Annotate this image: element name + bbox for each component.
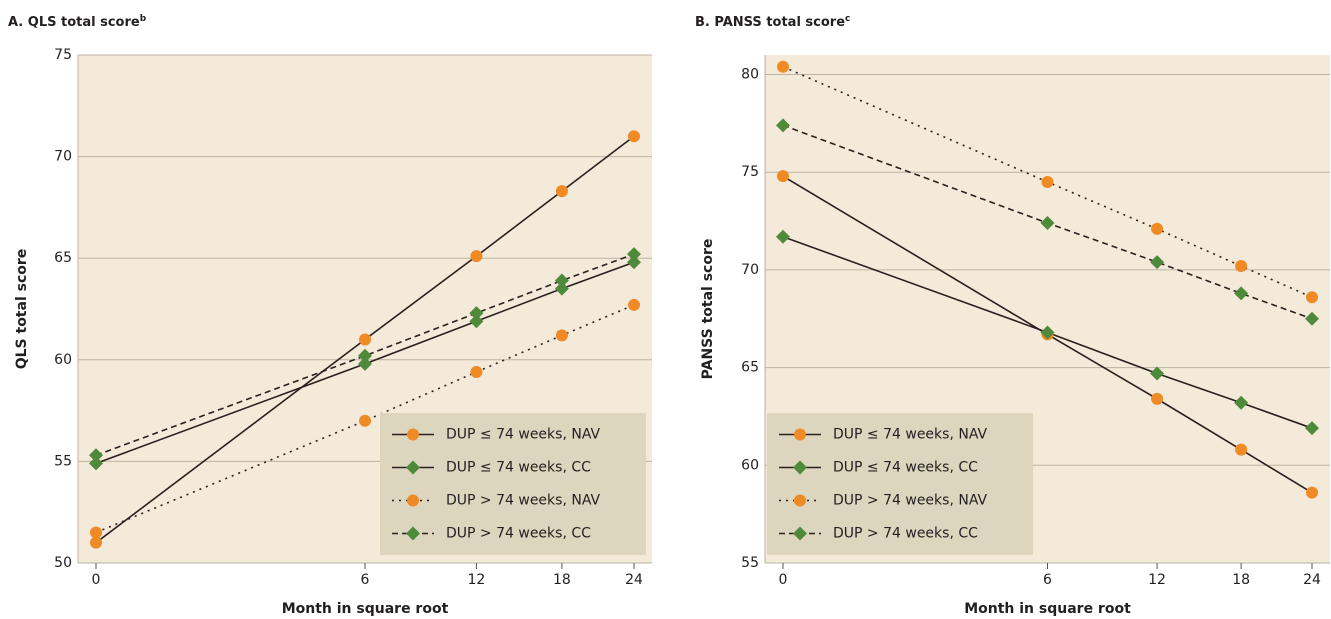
- marker: [1041, 176, 1054, 188]
- marker: [794, 428, 806, 441]
- marker: [407, 428, 419, 441]
- panel-title: A. QLS total scoreb: [8, 14, 147, 30]
- y-tick-label: 70: [54, 149, 72, 165]
- legend-label: DUP ≤ 74 weeks, NAV: [833, 427, 987, 443]
- legend-label: DUP > 74 weeks, NAV: [446, 493, 600, 509]
- legend-label: DUP > 74 weeks, NAV: [833, 493, 987, 509]
- y-tick-label: 65: [741, 360, 759, 376]
- x-tick-label: 6: [1043, 572, 1052, 588]
- legend: DUP ≤ 74 weeks, NAV DUP ≤ 74 weeks, CC DUP…: [380, 413, 646, 555]
- marker: [1235, 443, 1248, 456]
- marker: [359, 414, 371, 427]
- y-axis-label: PANSS total score: [700, 239, 716, 380]
- marker: [1306, 291, 1318, 304]
- marker: [90, 536, 102, 549]
- marker: [1151, 222, 1164, 235]
- marker: [1235, 260, 1248, 273]
- marker: [776, 118, 790, 133]
- marker: [89, 448, 103, 463]
- marker: [776, 229, 790, 244]
- marker: [359, 333, 371, 346]
- y-tick-label: 60: [741, 457, 759, 473]
- x-axis-label: Month in square root: [282, 601, 449, 617]
- marker: [554, 273, 569, 288]
- marker: [1150, 366, 1165, 381]
- marker: [1305, 311, 1319, 326]
- marker: [628, 298, 640, 311]
- marker: [793, 526, 807, 541]
- y-tick-label: 70: [741, 262, 759, 278]
- legend-label: DUP ≤ 74 weeks, CC: [833, 460, 978, 476]
- marker: [793, 460, 807, 475]
- marker: [469, 314, 484, 329]
- marker: [407, 494, 419, 507]
- marker: [358, 348, 372, 363]
- y-tick-label: 65: [54, 250, 72, 266]
- x-tick-label: 0: [92, 572, 101, 588]
- legend-label: DUP > 74 weeks, CC: [446, 526, 591, 542]
- y-tick-label: 55: [54, 453, 72, 469]
- y-tick-label: 75: [741, 164, 759, 180]
- legend-label: DUP > 74 weeks, CC: [833, 526, 978, 542]
- marker: [470, 365, 483, 378]
- x-tick-label: 6: [361, 572, 370, 588]
- marker: [555, 329, 568, 342]
- y-tick-label: 60: [54, 352, 72, 368]
- y-axis-label: QLS total score: [14, 249, 30, 370]
- marker: [89, 456, 103, 471]
- x-tick-label: 18: [1232, 572, 1250, 588]
- legend-label: DUP ≤ 74 weeks, NAV: [446, 427, 600, 443]
- marker: [1150, 255, 1165, 270]
- x-tick-label: 12: [1148, 572, 1166, 588]
- marker: [1305, 421, 1319, 436]
- panel: A. QLS total scoreb 50 55 60 65 70 75 0 6 12 18 24 M…: [8, 14, 652, 617]
- legend: DUP ≤ 74 weeks, NAV DUP ≤ 74 weeks, CC DUP…: [767, 413, 1033, 555]
- marker: [628, 130, 640, 143]
- series-line: [782, 124, 1313, 320]
- marker: [554, 281, 569, 296]
- legend-box: [767, 413, 1033, 555]
- marker: [1040, 216, 1055, 231]
- marker: [777, 60, 789, 73]
- x-axis-label: Month in square root: [964, 601, 1131, 617]
- y-tick-label: 75: [54, 47, 72, 63]
- marker: [555, 185, 568, 198]
- x-tick-label: 24: [625, 572, 643, 588]
- x-tick-label: 24: [1303, 572, 1321, 588]
- marker: [627, 247, 641, 262]
- marker: [1151, 392, 1164, 405]
- x-tick-label: 0: [779, 572, 788, 588]
- series-line: [95, 304, 635, 534]
- marker: [406, 460, 420, 475]
- marker: [1234, 395, 1249, 410]
- marker: [627, 255, 641, 270]
- x-tick-label: 18: [553, 572, 571, 588]
- series-line: [95, 253, 635, 457]
- marker: [358, 356, 372, 371]
- title-text: A. QLS total score: [8, 15, 140, 30]
- marker: [470, 250, 483, 263]
- marker: [1234, 286, 1249, 301]
- marker: [469, 306, 484, 321]
- panel-title: B. PANSS total scorec: [695, 14, 850, 30]
- title-text: B. PANSS total score: [695, 15, 845, 30]
- y-tick-label: 50: [54, 555, 72, 571]
- x-tick-label: 12: [468, 572, 486, 588]
- legend-label: DUP ≤ 74 weeks, CC: [446, 460, 591, 476]
- panel: B. PANSS total scorec 55 60 65 70 75 80 0 6 12 18 2…: [695, 14, 1330, 617]
- marker: [90, 526, 102, 539]
- title-note: b: [140, 14, 147, 24]
- title-note: c: [845, 14, 850, 24]
- marker: [1306, 486, 1318, 499]
- legend-box: [380, 413, 646, 555]
- marker: [777, 170, 789, 183]
- marker: [406, 526, 420, 541]
- y-tick-label: 55: [741, 555, 759, 571]
- y-tick-label: 80: [741, 67, 759, 83]
- marker: [1040, 325, 1055, 340]
- marker: [794, 494, 806, 507]
